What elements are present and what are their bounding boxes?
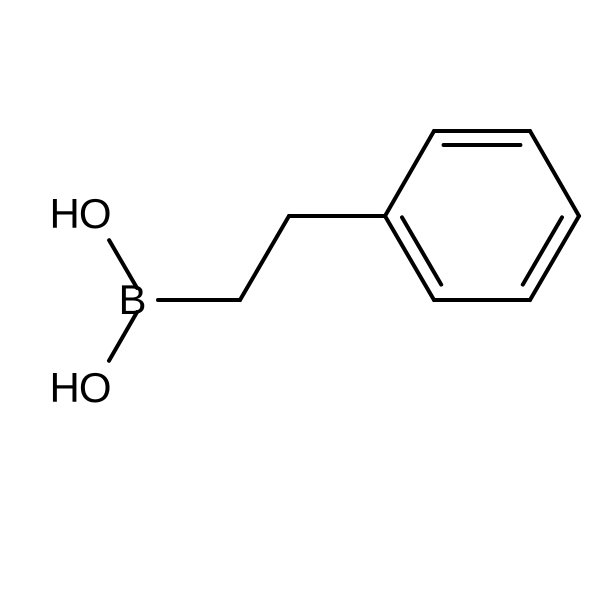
bond-layer [0,0,600,600]
atom-label-o1: HO [50,190,111,238]
atom-label-b: B [118,276,145,324]
bond [385,131,434,216]
aromatic-inner-bond [523,217,562,284]
chemical-structure-canvas: HOBHO [0,0,600,600]
aromatic-inner-bond [402,217,441,284]
bond [240,216,289,300]
bond [530,131,579,216]
atom-label-o2: HO [50,364,111,412]
